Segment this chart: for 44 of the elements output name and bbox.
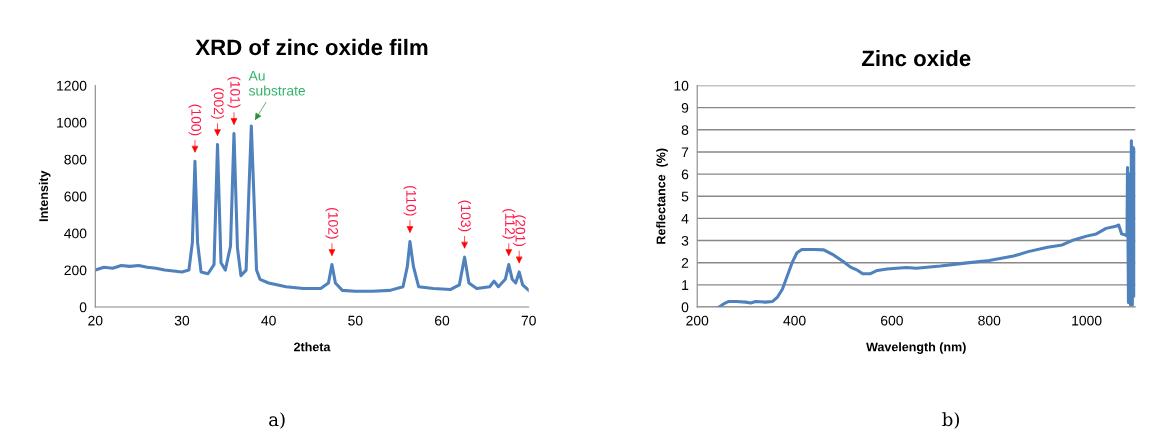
y-tick-label: 200 xyxy=(64,265,87,276)
x-tick-label: 60 xyxy=(435,315,450,326)
x-tick-label: 600 xyxy=(881,315,903,326)
y-tick-label: 1000 xyxy=(57,117,87,128)
y-tick-label: 3 xyxy=(681,235,689,246)
x-tick-label: 1000 xyxy=(1072,315,1102,326)
annotation: (103) xyxy=(458,200,472,232)
y-tick-label: 10 xyxy=(674,80,689,91)
annotation: (102) xyxy=(325,207,339,239)
x-tick-label: 20 xyxy=(88,315,103,326)
y-tick-label: 7 xyxy=(681,147,689,157)
y-tick-label: 0 xyxy=(681,302,689,313)
x-tick-label: 40 xyxy=(261,315,276,326)
x-tick-label: 70 xyxy=(521,315,536,326)
y-tick-label: 8 xyxy=(681,125,689,135)
x-tick-label: 400 xyxy=(783,315,806,326)
y-tick-label: 4 xyxy=(681,213,689,224)
annotation: (110) xyxy=(403,185,417,216)
line-series xyxy=(717,139,1136,307)
annotation: (002) xyxy=(211,88,224,119)
y-tick-label: 2 xyxy=(681,258,689,268)
x-axis-title: Wavelength (nm) xyxy=(866,342,966,354)
x-tick-label: 30 xyxy=(174,315,190,326)
y-axis-title: Reflectance (%) xyxy=(656,148,668,244)
annotation: (101) xyxy=(227,76,241,108)
y-tick-label: 1 xyxy=(682,280,689,290)
y-tick-label: 9 xyxy=(681,102,689,113)
chart-title: XRD of zinc oxide film xyxy=(195,38,428,56)
x-axis-title: 2theta xyxy=(294,342,331,352)
y-tick-label: 5 xyxy=(681,191,689,202)
text: a) xyxy=(269,412,285,429)
y-tick-label: 1200 xyxy=(57,80,87,91)
y-tick-label: 400 xyxy=(64,228,87,239)
chart-title: Zinc oxide xyxy=(861,49,971,67)
y-axis-title: Intensity xyxy=(38,170,51,222)
y-tick-label: 800 xyxy=(64,154,87,165)
y-tick-label: 600 xyxy=(64,191,87,202)
y-tick-label: 0 xyxy=(79,302,87,313)
x-tick-label: 800 xyxy=(978,315,1001,326)
text: b) xyxy=(942,412,959,429)
annotation: (100) xyxy=(188,104,202,136)
annotation: Au substrate xyxy=(248,70,306,96)
y-tick-label: 6 xyxy=(681,169,689,180)
x-tick-label: 50 xyxy=(348,315,363,326)
